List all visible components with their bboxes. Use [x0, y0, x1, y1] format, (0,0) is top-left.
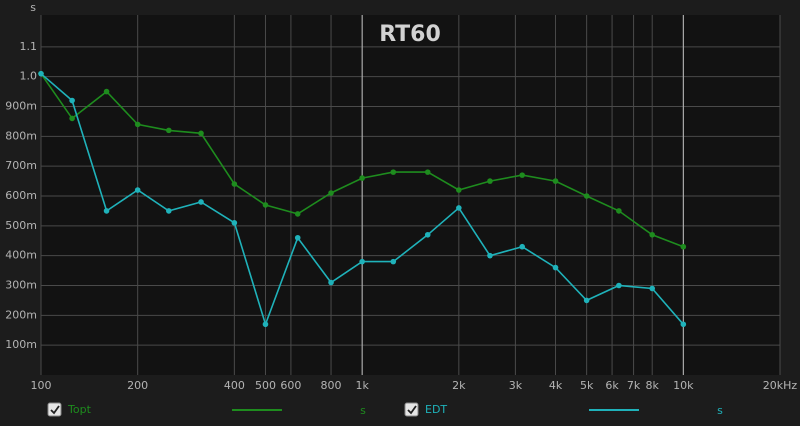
data-point — [583, 297, 590, 304]
data-point — [198, 130, 204, 137]
x-tick-label: 10k — [673, 379, 694, 392]
legend-unit: s — [360, 404, 366, 417]
data-point — [359, 258, 365, 265]
x-tick-label: 2k — [452, 379, 466, 392]
data-point — [294, 211, 301, 217]
y-tick-label: 300m — [5, 279, 37, 292]
data-point — [166, 208, 172, 214]
data-point — [262, 321, 269, 328]
data-point — [103, 208, 110, 214]
y-tick-label: 1.1 — [20, 40, 38, 53]
legend-unit: s — [717, 404, 723, 417]
data-point — [456, 187, 462, 193]
y-tick-label: 500m — [5, 219, 37, 232]
data-point — [390, 258, 397, 265]
data-point — [487, 252, 493, 259]
data-point — [262, 202, 269, 208]
data-point — [359, 175, 365, 181]
y-tick-label: 900m — [5, 100, 37, 113]
data-point — [583, 193, 590, 199]
data-point — [294, 234, 301, 241]
data-point — [552, 264, 559, 271]
data-point — [616, 208, 622, 214]
legend-check — [50, 405, 60, 415]
y-tick-label: 600m — [5, 189, 37, 202]
data-point — [649, 231, 655, 238]
x-tick-label: 5k — [580, 379, 594, 392]
data-point — [328, 279, 334, 286]
data-point — [231, 220, 238, 226]
y-tick-label: 1.0 — [20, 70, 38, 83]
x-tick-label: 800 — [321, 379, 342, 392]
legend-checkbox[interactable] — [47, 402, 62, 417]
data-point — [519, 172, 525, 178]
x-tick-label: 500 — [255, 379, 276, 392]
data-point — [328, 190, 334, 196]
x-tick-label: 3k — [509, 379, 523, 392]
y-tick-label: 800m — [5, 129, 37, 142]
data-point — [649, 285, 655, 292]
data-point — [38, 70, 44, 77]
x-tick-label: 600 — [280, 379, 301, 392]
y-tick-label: 100m — [5, 338, 37, 351]
data-point — [231, 181, 238, 187]
x-tick-label: 200 — [127, 379, 148, 392]
x-tick-label: 6k — [605, 379, 619, 392]
data-point — [166, 127, 172, 134]
y-tick-label: 200m — [5, 308, 37, 321]
data-point — [134, 121, 141, 128]
x-tick-label: 1k — [355, 379, 369, 392]
data-point — [69, 115, 75, 122]
data-point — [390, 169, 397, 175]
data-point — [680, 243, 687, 250]
data-point — [552, 178, 559, 184]
y-tick-label: 400m — [5, 249, 37, 262]
data-point — [519, 243, 525, 250]
data-point — [424, 169, 431, 175]
x-tick-label: 8k — [646, 379, 660, 392]
data-point — [134, 187, 141, 193]
data-point — [680, 321, 687, 328]
data-point — [198, 199, 204, 205]
x-tick-label: 4k — [549, 379, 563, 392]
data-point — [487, 178, 493, 184]
plot-area — [41, 15, 780, 375]
y-unit: s — [30, 1, 36, 14]
y-tick-label: 700m — [5, 159, 37, 172]
data-point — [424, 231, 431, 238]
legend-label: Topt — [67, 403, 92, 416]
x-tick-label: 7k — [627, 379, 641, 392]
x-tick-label: 400 — [224, 379, 245, 392]
data-point — [456, 205, 462, 211]
chart-title: RT60 — [379, 22, 441, 47]
legend-check — [407, 405, 417, 415]
data-point — [616, 282, 622, 289]
x-tick-label: 20kHz — [763, 379, 798, 392]
data-point — [69, 97, 75, 104]
legend-checkbox[interactable] — [404, 402, 419, 417]
x-tick-label: 100 — [31, 379, 52, 392]
data-point — [103, 88, 110, 95]
legend-label: EDT — [425, 403, 447, 416]
